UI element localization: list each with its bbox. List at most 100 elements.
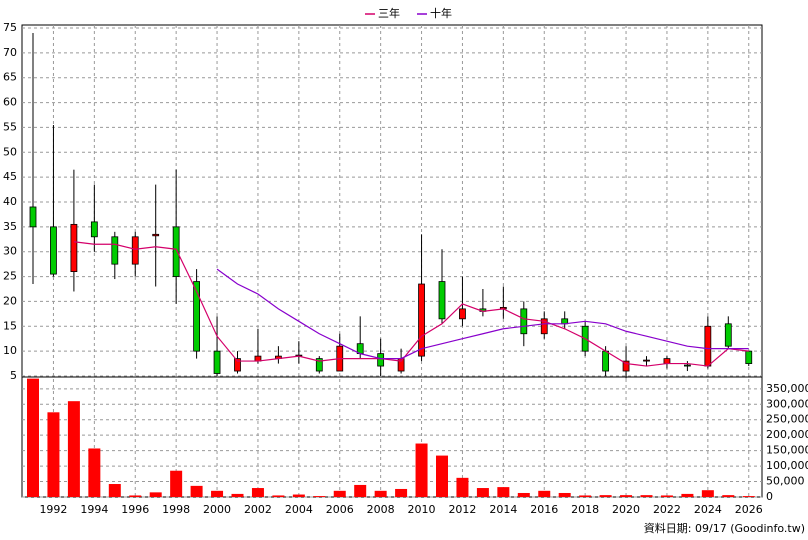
candle-body [520,308,528,335]
x-tick-label: 2016 [530,503,558,516]
y2-tick-label: 350,000 [766,382,808,395]
x-tick-label: 2014 [489,503,517,516]
candle-body [70,223,78,273]
candle-body [50,226,57,275]
plot-frame [21,24,763,498]
volume-bar [701,490,714,497]
volume-bar [149,492,162,497]
candle-body [172,226,180,277]
volume-bar [108,484,121,497]
x-tick-label: 2006 [326,503,354,516]
y2-tick-label: 200,000 [766,428,808,441]
volume-bar [579,495,592,497]
volume-bar [374,490,387,497]
volume-bar [742,496,755,497]
candle-body [602,350,609,372]
footer: 資料日期: 09/17 (Goodinfo.tw) [644,521,805,535]
candle-body [131,236,139,265]
volume-bar [476,488,489,497]
x-tick-label: 2008 [367,503,395,516]
x-tick-label: 1992 [39,503,67,516]
y2-tick-label: 50,000 [766,475,805,488]
x-tick-label: 2002 [244,503,272,516]
y-tick-label: 45 [3,170,17,183]
volume-bar [231,493,244,497]
y2-tick-label: 150,000 [766,444,808,457]
volume-bar [354,484,367,497]
candle-body [234,358,241,372]
volume-bar [599,495,612,497]
x-tick-label: 1994 [80,503,108,516]
x-tick-label: 1998 [162,503,190,516]
x-tick-label: 1996 [121,503,149,516]
candle-body [90,221,98,238]
y-tick-label: 30 [3,245,17,258]
volume-bar [640,495,653,497]
candle-body [540,318,548,335]
candle-body [724,323,732,347]
y2-tick-label: 250,000 [766,413,808,426]
candle-body [111,236,119,265]
y-tick-label: 60 [3,96,17,109]
volume-bar [67,401,80,497]
candle-body [315,358,323,372]
candle-body [745,350,753,364]
x-tick-label: 2026 [735,503,763,516]
volume-bar [497,487,510,497]
candle-body [213,350,221,374]
x-tick-label: 2004 [285,503,313,516]
y-tick-label: 5 [10,369,17,382]
candle-body [684,364,691,367]
volume-bar [292,494,305,497]
volume-bar [722,495,735,497]
candle-body [704,325,712,367]
y-tick-label: 10 [3,344,17,357]
volume-bar [660,495,673,497]
x-tick-label: 2020 [612,503,640,516]
candle-body [459,308,466,320]
x-tick-label: 2000 [203,503,231,516]
volume-bar [456,477,469,497]
y-tick-label: 35 [3,220,17,233]
y2-tick-label: 300,000 [766,397,808,410]
y2-tick-label: 0 [766,490,773,503]
volume-bar [313,496,326,497]
candle-body [663,358,671,364]
x-tick-label: 2018 [571,503,599,516]
y-tick-label: 65 [3,71,17,84]
legend-label: 十年 [430,6,452,20]
candle-body [418,283,425,357]
candle-body [152,233,160,237]
candle-body [438,281,446,320]
y-tick-label: 25 [3,270,17,283]
ma-line [73,241,749,367]
volume-bar [517,492,530,497]
volume-bar [436,455,448,497]
volume-bar [272,495,285,497]
ma-line [216,268,749,360]
y-tick-label: 15 [3,319,17,332]
volume-bar [190,485,203,497]
candle-body [622,360,630,372]
candle-body [377,353,385,367]
volume-bar [47,412,60,497]
y-tick-label: 20 [3,294,17,307]
candle-body [193,281,201,352]
x-tick-label: 2010 [408,503,436,516]
volume-bar [620,495,633,497]
volume-bar [415,443,428,497]
volume-bar [395,488,408,497]
volume-bar [558,492,571,497]
volume-bar [88,448,101,497]
y-tick-label: 55 [3,120,17,133]
volume-bar [333,490,346,497]
volume-bar [681,493,694,497]
volume-bar [170,470,183,497]
volume-bar [27,378,39,497]
volume-bar [211,490,224,497]
candle-body [29,206,37,228]
y-tick-label: 70 [3,46,17,59]
legend-label: 三年 [378,6,400,20]
y2-tick-label: 100,000 [766,459,808,472]
